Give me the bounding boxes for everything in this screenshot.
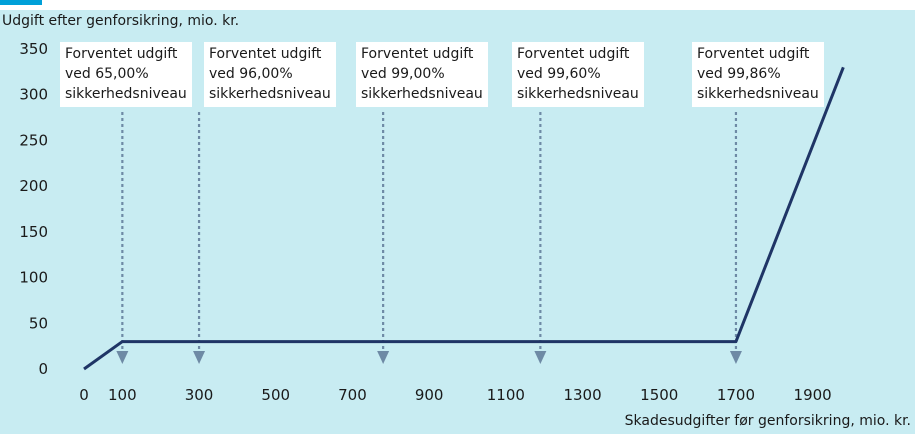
annotation-label: Forventet udgift ved 99,00% sikkerhedsnive… [356,42,488,107]
y-tick-label: 50 [29,314,48,332]
annotation-arrowhead [534,351,547,364]
annotation-label-line: sikkerhedsniveau [65,86,187,102]
annotation-label: Forventet udgift ved 65,00% sikkerhedsnive… [60,42,192,107]
x-tick-label: 0 [79,386,89,404]
annotation-label-line: ved 99,00% [361,66,445,82]
x-axis-title: Skadesudgifter før genforsikring, mio. k… [624,413,911,429]
annotation-label-line: sikkerhedsniveau [697,86,819,102]
annotation-label-line: sikkerhedsniveau [361,86,483,102]
series-line [83,66,845,371]
x-tick-label: 100 [108,386,137,404]
top-accent-bar [0,0,42,5]
y-tick-label: 100 [19,269,48,287]
annotation-label-line: ved 99,86% [697,66,781,82]
y-axis-title: Udgift efter genforsikring, mio. kr. [2,13,240,29]
y-tick-label: 150 [19,223,48,241]
annotation-label-line: Forventet udgift [697,46,810,62]
annotation-label-line: Forventet udgift [65,46,178,62]
annotation-arrowhead [193,351,206,364]
x-tick-label: 500 [261,386,290,404]
annotation-label-line: ved 99,60% [517,66,601,82]
annotation-label-line: ved 96,00% [209,66,293,82]
annotation-arrowhead [116,351,129,364]
annotation-label: Forventet udgift ved 96,00% sikkerhedsnive… [204,42,336,107]
x-tick-label: 1900 [794,386,832,404]
y-tick-label: 250 [19,131,48,149]
y-tick-label: 200 [19,177,48,195]
annotation-label-line: sikkerhedsniveau [517,86,639,102]
x-tick-label: 300 [185,386,214,404]
y-tick-label: 0 [38,360,48,378]
annotation-arrowhead [377,351,390,364]
x-tick-label: 1500 [640,386,678,404]
x-tick-label: 1700 [717,386,755,404]
annotation-label-line: Forventet udgift [209,46,322,62]
x-tick-label: 1100 [487,386,525,404]
annotation-label: Forventet udgift ved 99,86% sikkerhedsnive… [692,42,824,107]
y-tick-label: 350 [19,40,48,58]
annotation-label-line: Forventet udgift [517,46,630,62]
annotation-label-line: Forventet udgift [361,46,474,62]
annotation-label-line: ved 65,00% [65,66,149,82]
y-tick-label: 300 [19,86,48,104]
x-tick-label: 700 [338,386,367,404]
annotation-label-line: sikkerhedsniveau [209,86,331,102]
x-tick-label: 1300 [563,386,601,404]
annotation-label: Forventet udgift ved 99,60% sikkerhedsnive… [512,42,644,107]
annotation-arrowhead [729,351,742,364]
x-tick-label: 900 [415,386,444,404]
